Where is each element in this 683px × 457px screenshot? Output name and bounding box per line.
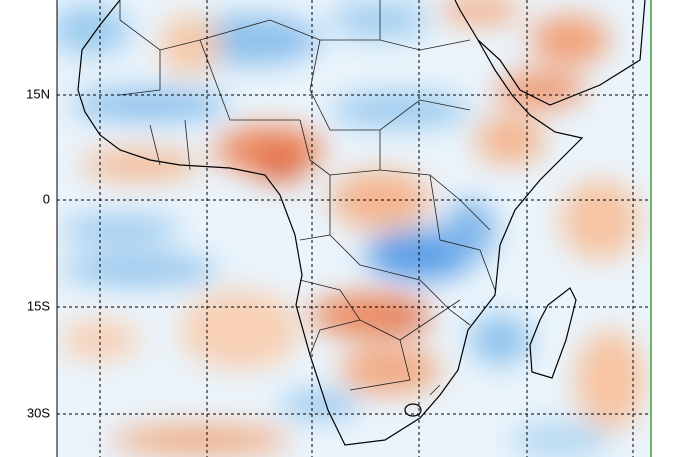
arabia xyxy=(477,0,646,106)
lat-label: 15N xyxy=(26,86,50,101)
lesotho xyxy=(404,403,422,417)
lat-label: 15S xyxy=(27,298,50,313)
anomaly-field xyxy=(57,0,650,457)
lat-label: 0 xyxy=(43,191,50,206)
lat-label: 30S xyxy=(27,405,50,420)
graticule xyxy=(57,0,651,457)
country-borders xyxy=(119,0,496,396)
africa-coastline xyxy=(77,0,584,446)
madagascar xyxy=(529,287,577,379)
